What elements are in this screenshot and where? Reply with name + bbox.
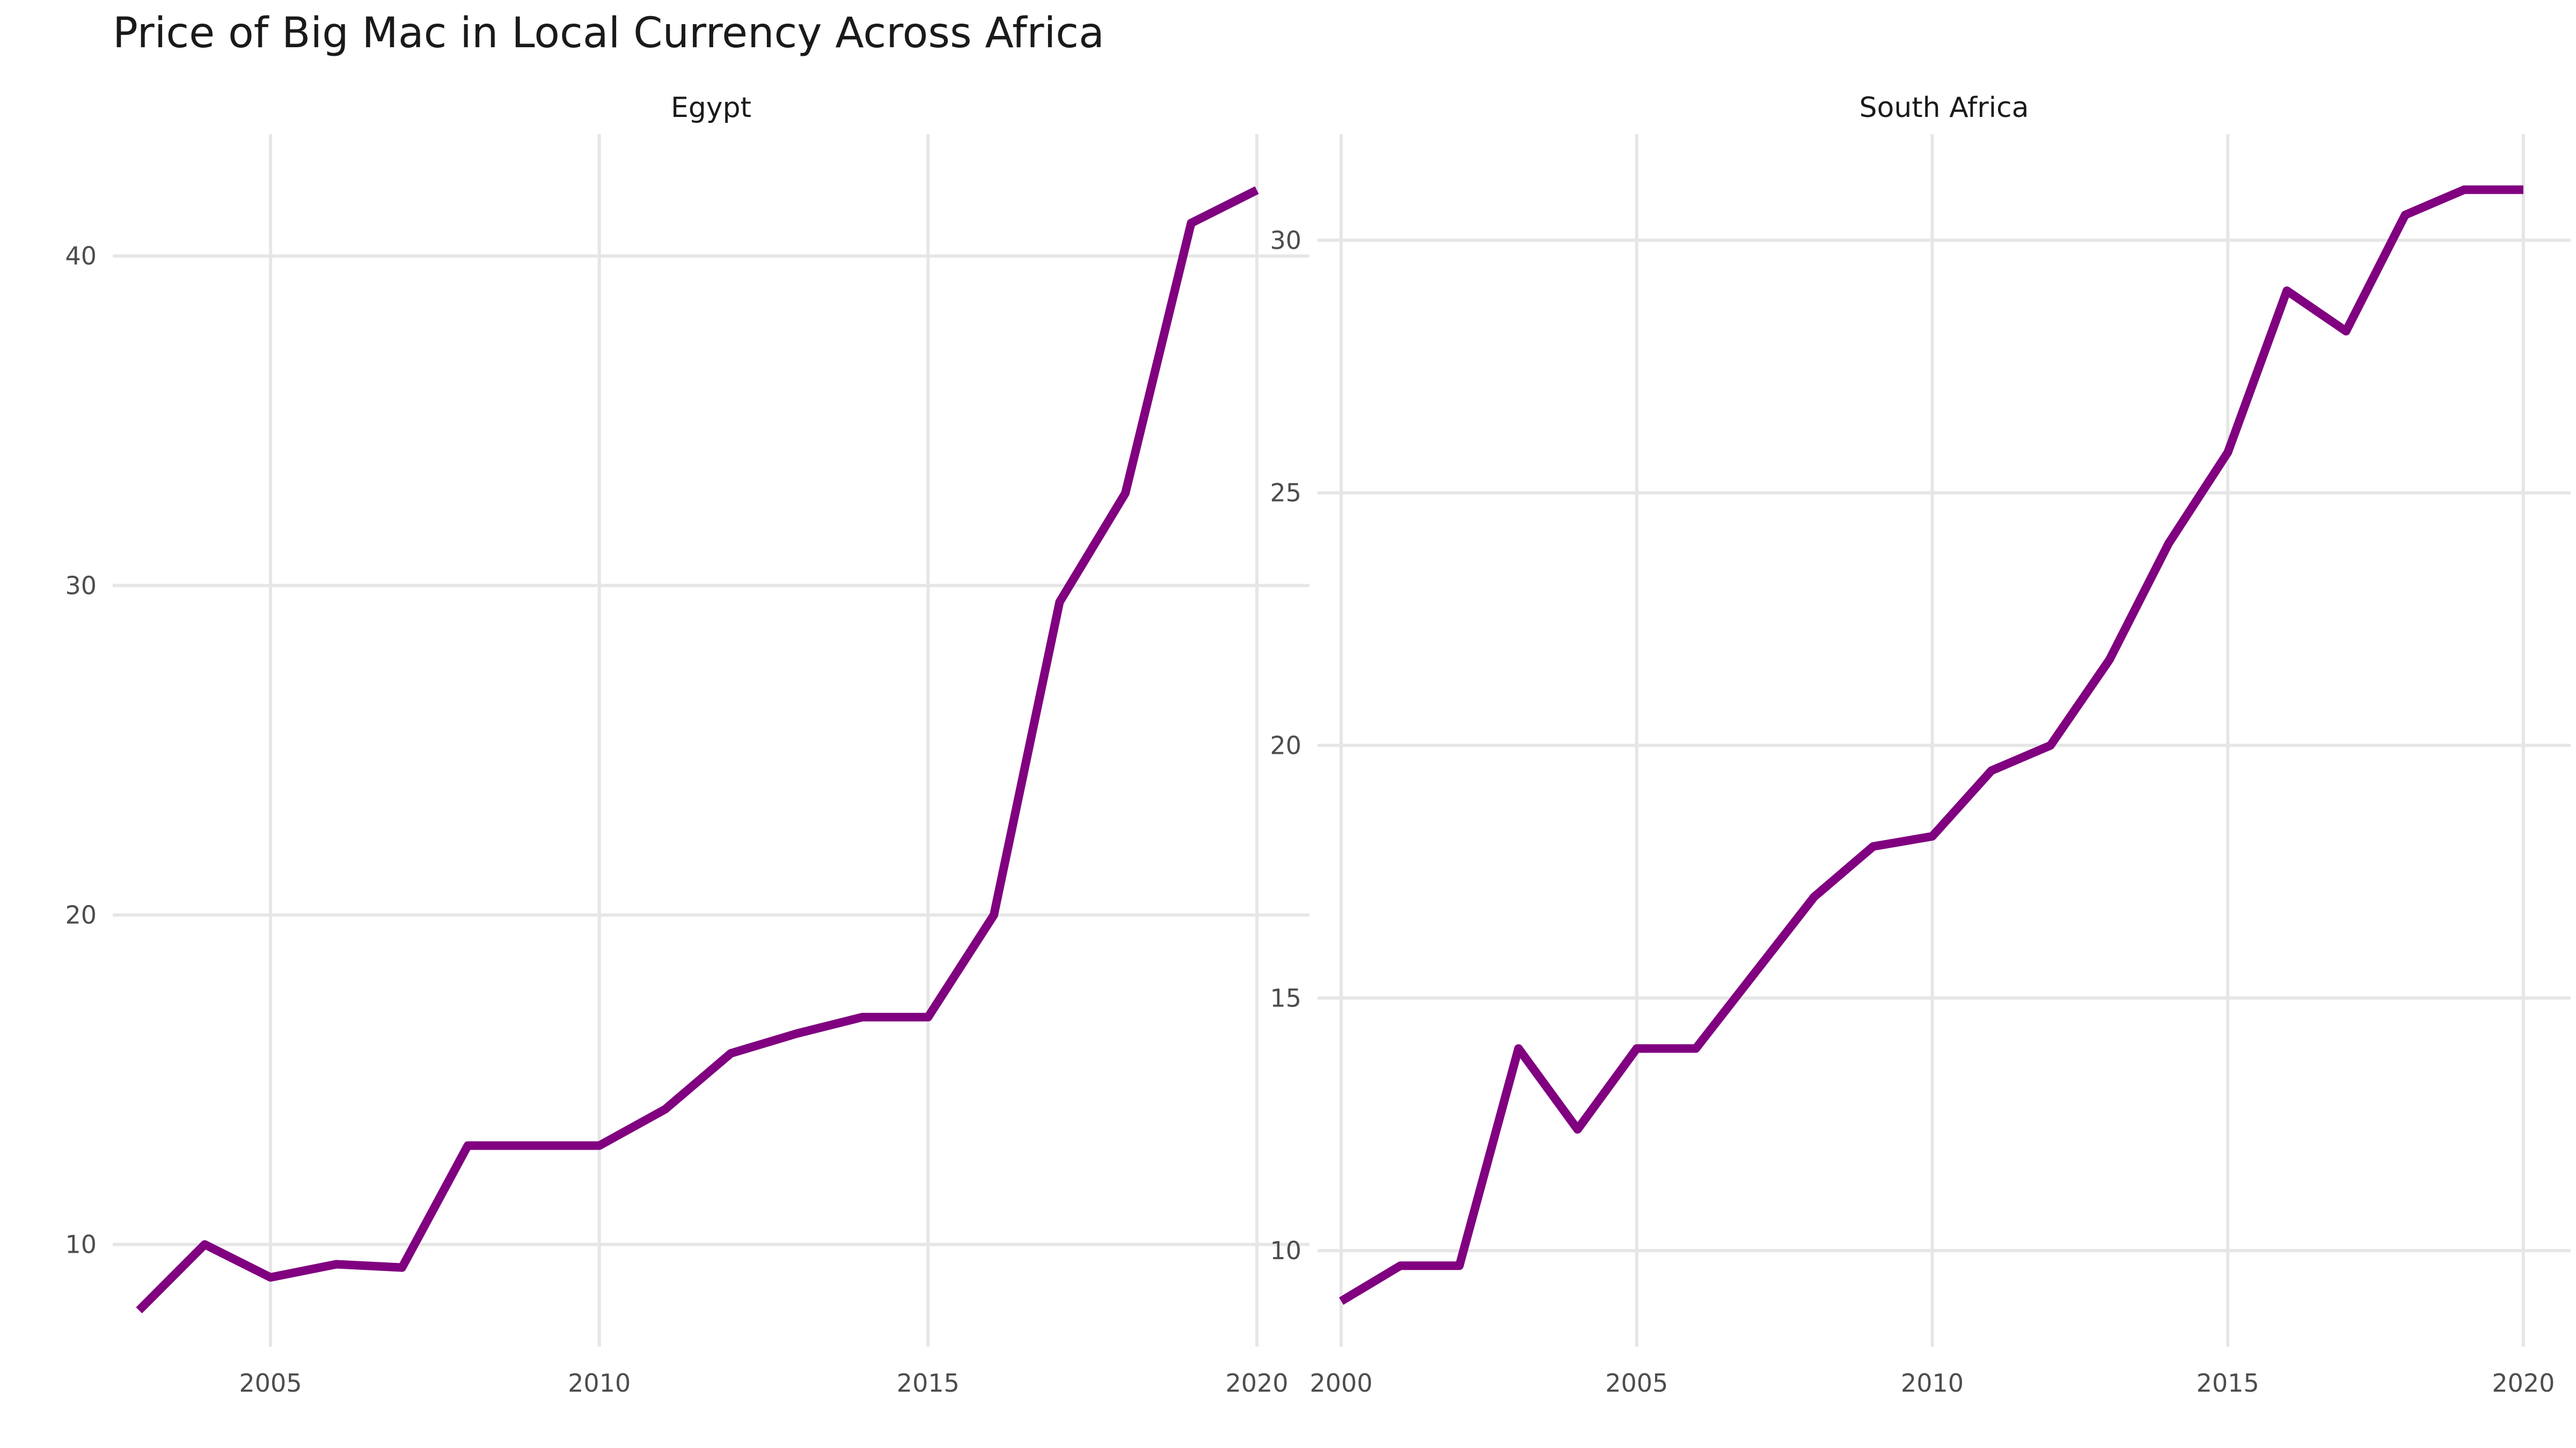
x-tick-label-south-africa-2020: 2020 (2492, 1369, 2555, 1398)
y-tick-label-south-africa-30: 30 (1270, 226, 1301, 255)
x-tick-label-south-africa-2010: 2010 (1901, 1369, 1964, 1398)
y-tick-label-egypt-30: 30 (65, 571, 97, 600)
x-tick-label-egypt-2015: 2015 (897, 1369, 960, 1398)
y-tick-label-south-africa-10: 10 (1270, 1236, 1301, 1265)
x-tick-label-egypt-2005: 2005 (239, 1369, 302, 1398)
x-tick-label-egypt-2020: 2020 (1225, 1369, 1288, 1398)
y-tick-label-south-africa-25: 25 (1270, 479, 1301, 508)
strip-label-egypt: Egypt (671, 92, 751, 124)
panel-south-africa: South Africa 10 15 20 25 30 2000 2005 2010 2015 20… (1270, 92, 2571, 1398)
x-tick-label-egypt-2010: 2010 (568, 1369, 631, 1398)
x-tick-label-south-africa-2015: 2015 (2197, 1369, 2259, 1398)
y-tick-label-south-africa-15: 15 (1270, 983, 1301, 1012)
y-tick-label-south-africa-20: 20 (1270, 731, 1301, 760)
y-tick-label-egypt-10: 10 (65, 1230, 97, 1259)
y-tick-label-egypt-40: 40 (65, 241, 97, 270)
x-tick-label-south-africa-2005: 2005 (1605, 1369, 1668, 1398)
x-tick-label-south-africa-2000: 2000 (1310, 1369, 1373, 1398)
chart-title: Price of Big Mac in Local Currency Acros… (113, 9, 1104, 57)
series-line-egypt (136, 186, 1259, 1314)
series-line-south-africa (1338, 185, 2523, 1305)
y-tick-label-egypt-20: 20 (65, 900, 97, 929)
strip-label-south-africa: South Africa (1860, 92, 2029, 124)
